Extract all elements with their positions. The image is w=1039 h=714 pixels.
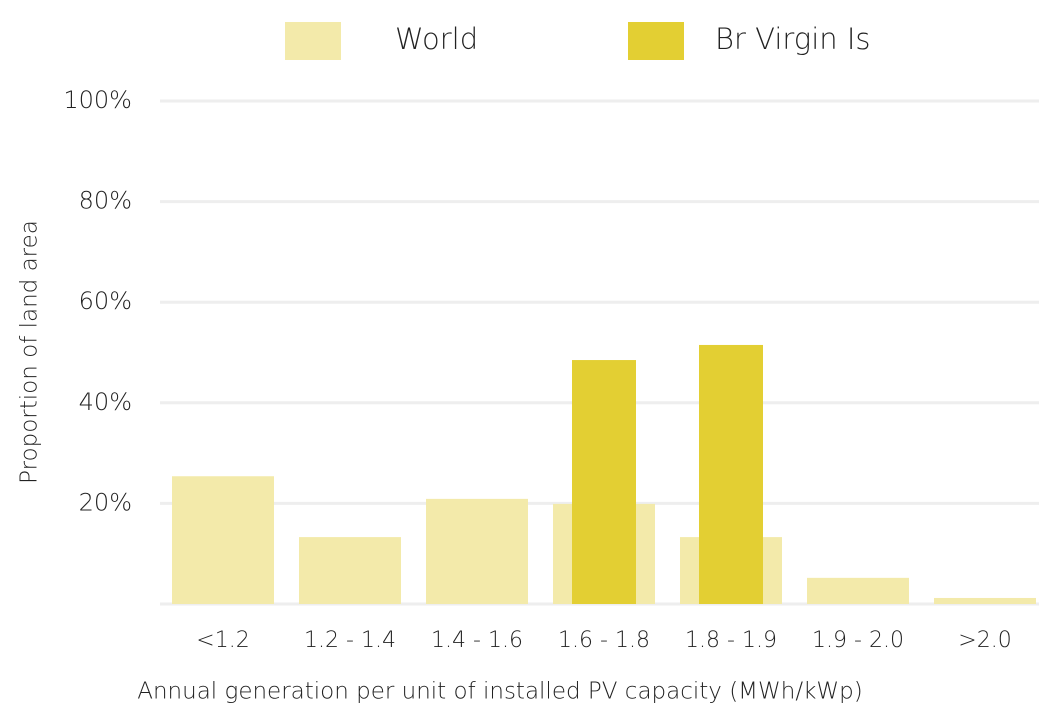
x-tick-label: 1.4 - 1.6 xyxy=(431,628,523,653)
bar xyxy=(934,597,1036,604)
x-tick-label: 1.8 - 1.9 xyxy=(685,628,777,653)
x-tick-label: 1.9 - 2.0 xyxy=(812,628,904,653)
x-tick-label: 1.2 - 1.4 xyxy=(304,628,396,653)
bar xyxy=(807,577,909,604)
y-tick-label: 100% xyxy=(63,86,132,114)
legend-label: World xyxy=(395,22,478,56)
x-tick-label: <1.2 xyxy=(196,628,249,653)
x-axis-label: Annual generation per unit of installed … xyxy=(137,679,862,705)
bar xyxy=(299,537,401,604)
bar xyxy=(699,344,763,604)
y-tick-label: 80% xyxy=(79,187,132,215)
bar xyxy=(172,476,274,604)
bar xyxy=(426,498,528,604)
legend-swatch xyxy=(628,22,684,60)
bar xyxy=(572,360,636,604)
y-tick-label: 60% xyxy=(79,287,132,315)
y-tick-label: 40% xyxy=(79,388,132,416)
legend-swatch xyxy=(285,22,341,60)
y-tick-label: 20% xyxy=(79,488,132,516)
legend-label: Br Virgin Is xyxy=(715,22,871,56)
y-axis-label: Proportion of land area xyxy=(17,220,43,484)
x-tick-label: >2.0 xyxy=(958,628,1011,653)
x-tick-label: 1.6 - 1.8 xyxy=(558,628,650,653)
